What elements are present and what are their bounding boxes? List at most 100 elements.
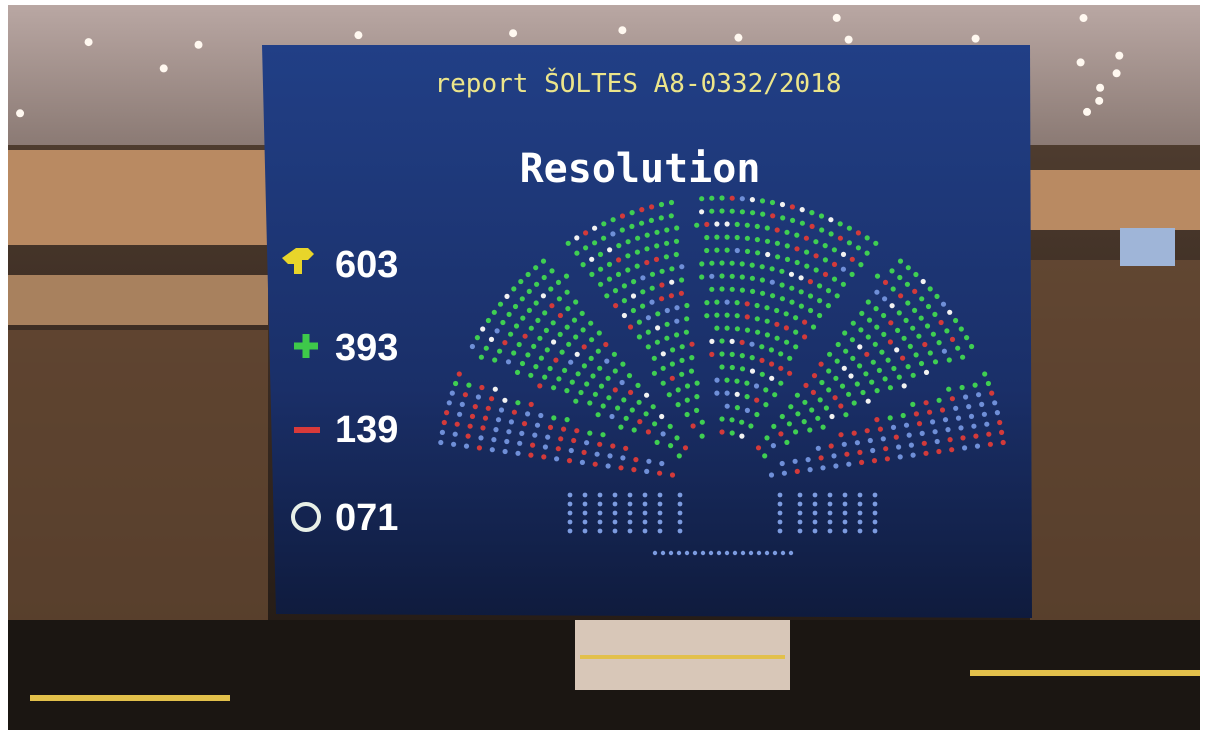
seat-dot [513, 304, 518, 309]
seat-dot [658, 511, 663, 516]
seat-dot [898, 454, 903, 459]
seat-dot [601, 221, 606, 226]
seat-dot [765, 239, 770, 244]
light [195, 41, 203, 49]
seat-dot [765, 252, 770, 257]
seat-dot [860, 390, 865, 395]
seat-dot [592, 226, 597, 231]
seat-dot [840, 384, 845, 389]
seat-dot [790, 218, 795, 223]
seat-dot [775, 254, 780, 259]
seat-dot [795, 260, 800, 265]
seat-dot [531, 344, 536, 349]
seat-dot [800, 207, 805, 212]
seat-dot [729, 417, 734, 422]
seat-dot [858, 529, 863, 534]
seat-dot [679, 264, 684, 269]
seat-dot [625, 267, 630, 272]
seat-dot [520, 361, 525, 366]
seat-dot [572, 318, 577, 323]
seat-dot [875, 388, 880, 393]
seat-dot [841, 282, 846, 287]
seat-dot [829, 414, 834, 419]
seat-dot [616, 243, 621, 248]
seat-dot [922, 441, 927, 446]
seat-dot [769, 347, 774, 352]
seat-dot [858, 327, 863, 332]
seat-dot [593, 462, 598, 467]
seat-dot [852, 400, 857, 405]
seat-dot [476, 394, 481, 399]
seat-dot [932, 312, 937, 317]
light [1096, 84, 1104, 92]
seat-dot [984, 422, 989, 427]
seat-dot [568, 511, 573, 516]
seat-dot [730, 274, 735, 279]
seat-dot [919, 296, 924, 301]
seat-dot [928, 286, 933, 291]
desk-light [970, 670, 1200, 676]
seat-dot [843, 493, 848, 498]
seat-dot [730, 365, 735, 370]
seat-dot [468, 424, 473, 429]
seat-dot [771, 424, 776, 429]
seat-dot [628, 502, 633, 507]
seat-dot [941, 302, 946, 307]
seat-dot [986, 432, 991, 437]
seat-dot [850, 257, 855, 262]
seat-dot [942, 349, 947, 354]
seat-dot [464, 444, 469, 449]
light [1095, 97, 1103, 105]
seat-dot [922, 342, 927, 347]
seat-dot [643, 502, 648, 507]
seat-dot [789, 300, 794, 305]
seat-dot [856, 230, 861, 235]
seat-dot [654, 243, 659, 248]
seat-dot [750, 369, 755, 374]
seat-dot [575, 352, 580, 357]
seat-dot [775, 227, 780, 232]
seat-dot [819, 213, 824, 218]
seat-dot [620, 455, 625, 460]
seat-dot [607, 277, 612, 282]
seat-dot [676, 387, 681, 392]
seat-dot [650, 272, 655, 277]
light [1077, 58, 1085, 66]
seat-dot [589, 356, 594, 361]
seat-dot [623, 446, 628, 451]
seat-dot [661, 381, 666, 386]
seat-dot [759, 358, 764, 363]
seat-dot [558, 332, 563, 337]
seat-dot [578, 390, 583, 395]
seat-dot [794, 233, 799, 238]
seat-dot [846, 392, 851, 397]
seat-dot [615, 405, 620, 410]
seat-dot [881, 332, 886, 337]
seat-dot [565, 290, 570, 295]
seat-dot [479, 385, 484, 390]
seat-dot [858, 262, 863, 267]
seat-dot [765, 332, 770, 337]
seat-dot [785, 257, 790, 262]
seat-dot [813, 502, 818, 507]
seat-dot [828, 493, 833, 498]
seat-dot [635, 264, 640, 269]
small-screen [1120, 228, 1175, 266]
seat-dot [598, 502, 603, 507]
seat-dot [788, 404, 793, 409]
seat-dot [912, 308, 917, 313]
seat-dot [701, 551, 705, 555]
seat-dot [911, 453, 916, 458]
seat-dot [857, 450, 862, 455]
seat-dot [583, 511, 588, 516]
seat-dot [493, 387, 498, 392]
seat-dot [760, 212, 765, 217]
seat-dot [832, 247, 837, 252]
seat-dot [740, 366, 745, 371]
seat-dot [865, 428, 870, 433]
balcony-right [1030, 170, 1200, 230]
seat-dot [835, 293, 840, 298]
seat-dot [902, 336, 907, 341]
seat-dot [750, 276, 755, 281]
seat-dot [589, 272, 594, 277]
